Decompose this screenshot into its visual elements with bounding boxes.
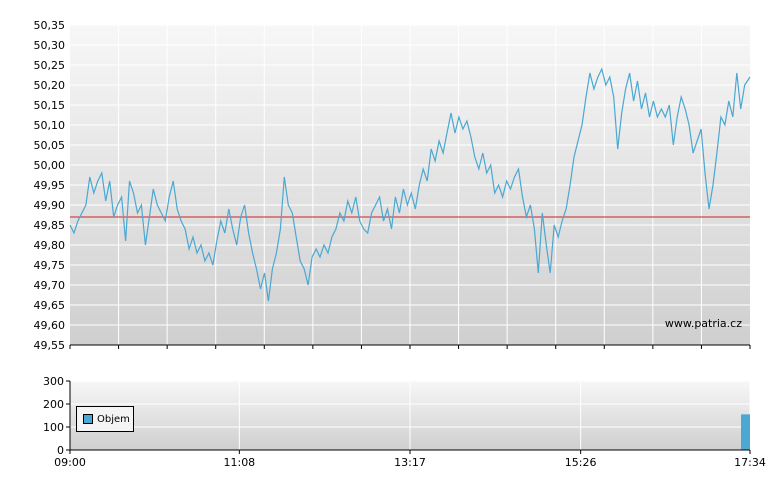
volume-bar xyxy=(741,414,750,450)
price-y-tick-label: 49,75 xyxy=(34,259,66,272)
price-y-tick-label: 49,80 xyxy=(34,239,66,252)
volume-y-tick-label: 100 xyxy=(43,421,64,434)
price-y-tick-label: 50,30 xyxy=(34,39,66,52)
x-tick-label: 09:00 xyxy=(54,456,86,469)
x-tick-label: 15:26 xyxy=(565,456,597,469)
volume-y-tick-label: 200 xyxy=(43,398,64,411)
volume-legend: Objem xyxy=(76,406,134,432)
price-y-tick-label: 49,90 xyxy=(34,199,66,212)
volume-y-tick-label: 300 xyxy=(43,375,64,388)
price-y-tick-label: 49,60 xyxy=(34,319,66,332)
legend-label-objem: Objem xyxy=(97,413,130,425)
volume-y-tick-label: 0 xyxy=(57,444,64,457)
price-y-tick-label: 50,00 xyxy=(34,159,66,172)
price-y-tick-label: 49,95 xyxy=(34,179,66,192)
price-y-tick-label: 50,35 xyxy=(34,19,66,32)
price-y-tick-label: 49,65 xyxy=(34,299,66,312)
x-tick-label: 17:34 xyxy=(734,456,766,469)
price-y-tick-label: 50,10 xyxy=(34,119,66,132)
price-y-tick-label: 49,85 xyxy=(34,219,66,232)
price-y-tick-label: 49,55 xyxy=(34,339,66,352)
x-tick-label: 11:08 xyxy=(223,456,255,469)
price-y-tick-label: 50,15 xyxy=(34,99,66,112)
price-y-tick-label: 49,70 xyxy=(34,279,66,292)
legend-swatch-objem xyxy=(83,414,93,424)
price-y-tick-label: 50,25 xyxy=(34,59,66,72)
price-series-line xyxy=(69,67,751,302)
price-y-tick-label: 50,20 xyxy=(34,79,66,92)
x-tick-label: 13:17 xyxy=(394,456,426,469)
price-y-tick-label: 50,05 xyxy=(34,139,66,152)
watermark-text: www.patria.cz xyxy=(665,317,742,330)
